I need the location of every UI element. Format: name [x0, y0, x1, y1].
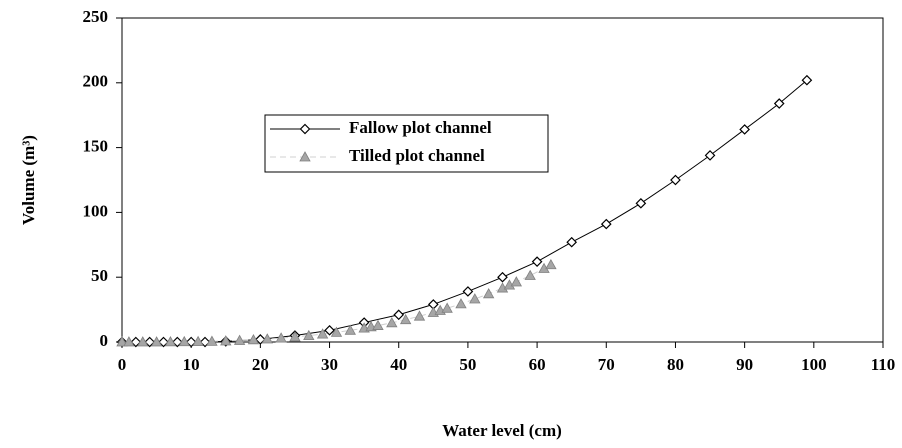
y-axis-title: Volume (m³) — [19, 135, 38, 225]
data-point — [316, 328, 329, 339]
data-point — [455, 298, 467, 309]
x-tick-label: 80 — [667, 355, 684, 374]
data-point — [386, 316, 398, 328]
data-point — [220, 335, 232, 346]
data-point — [524, 269, 536, 280]
y-tick-label: 50 — [91, 266, 108, 285]
x-tick-label: 50 — [459, 355, 476, 374]
x-tick-label: 60 — [529, 355, 546, 374]
data-point — [510, 276, 523, 287]
data-point — [393, 309, 405, 321]
legend-marker — [299, 123, 311, 135]
y-tick-label: 250 — [83, 7, 109, 26]
data-point — [233, 334, 246, 345]
x-tick-label: 20 — [252, 355, 269, 374]
data-point — [469, 293, 481, 304]
data-point — [116, 336, 128, 347]
data-point — [144, 336, 156, 348]
legend-label: Fallow plot channel — [349, 118, 492, 137]
data-point — [178, 335, 190, 347]
y-tick-label: 100 — [83, 201, 109, 220]
data-point — [289, 331, 301, 342]
data-point — [399, 313, 412, 325]
data-point — [801, 74, 813, 86]
data-point — [482, 287, 495, 299]
data-point — [130, 336, 142, 348]
data-point — [303, 329, 315, 341]
data-point — [261, 333, 273, 344]
y-tick-label: 0 — [100, 331, 109, 350]
data-point — [413, 310, 426, 321]
data-point — [344, 324, 356, 335]
y-tick-label: 200 — [83, 72, 109, 91]
data-point — [773, 98, 785, 109]
legend-box — [264, 114, 549, 173]
data-point — [164, 336, 177, 347]
data-point — [566, 236, 578, 248]
x-tick-label: 0 — [118, 355, 127, 374]
legend-marker — [299, 151, 311, 162]
data-point — [324, 324, 335, 336]
data-point — [137, 336, 149, 347]
data-point — [372, 319, 384, 330]
data-point — [739, 124, 750, 135]
data-point — [635, 197, 647, 209]
y-tick-label: 150 — [83, 137, 109, 156]
data-point — [185, 336, 197, 348]
data-point — [123, 336, 135, 347]
plot-frame — [121, 17, 884, 343]
x-tick-label: 30 — [321, 355, 338, 374]
data-point — [704, 150, 716, 161]
data-point — [206, 335, 218, 346]
x-tick-label: 10 — [183, 355, 200, 374]
x-tick-label: 70 — [598, 355, 615, 374]
x-tick-label: 100 — [801, 355, 827, 374]
x-tick-label: 40 — [390, 355, 407, 374]
x-tick-label: 90 — [736, 355, 753, 374]
data-point — [531, 256, 543, 267]
data-point — [275, 332, 287, 343]
data-point — [192, 335, 204, 347]
data-point — [330, 326, 343, 337]
x-tick-label: 110 — [871, 355, 896, 374]
data-point — [600, 218, 612, 230]
x-axis-title: Water level (cm) — [442, 421, 562, 440]
data-point — [255, 334, 266, 345]
data-point — [441, 302, 453, 313]
data-point — [545, 258, 557, 270]
data-point — [670, 174, 681, 186]
data-point — [150, 336, 163, 347]
legend-label: Tilled plot channel — [349, 146, 485, 165]
data-point — [462, 286, 474, 297]
data-point — [497, 271, 508, 283]
data-point — [171, 336, 183, 348]
data-point — [247, 333, 260, 345]
data-point — [158, 336, 169, 348]
